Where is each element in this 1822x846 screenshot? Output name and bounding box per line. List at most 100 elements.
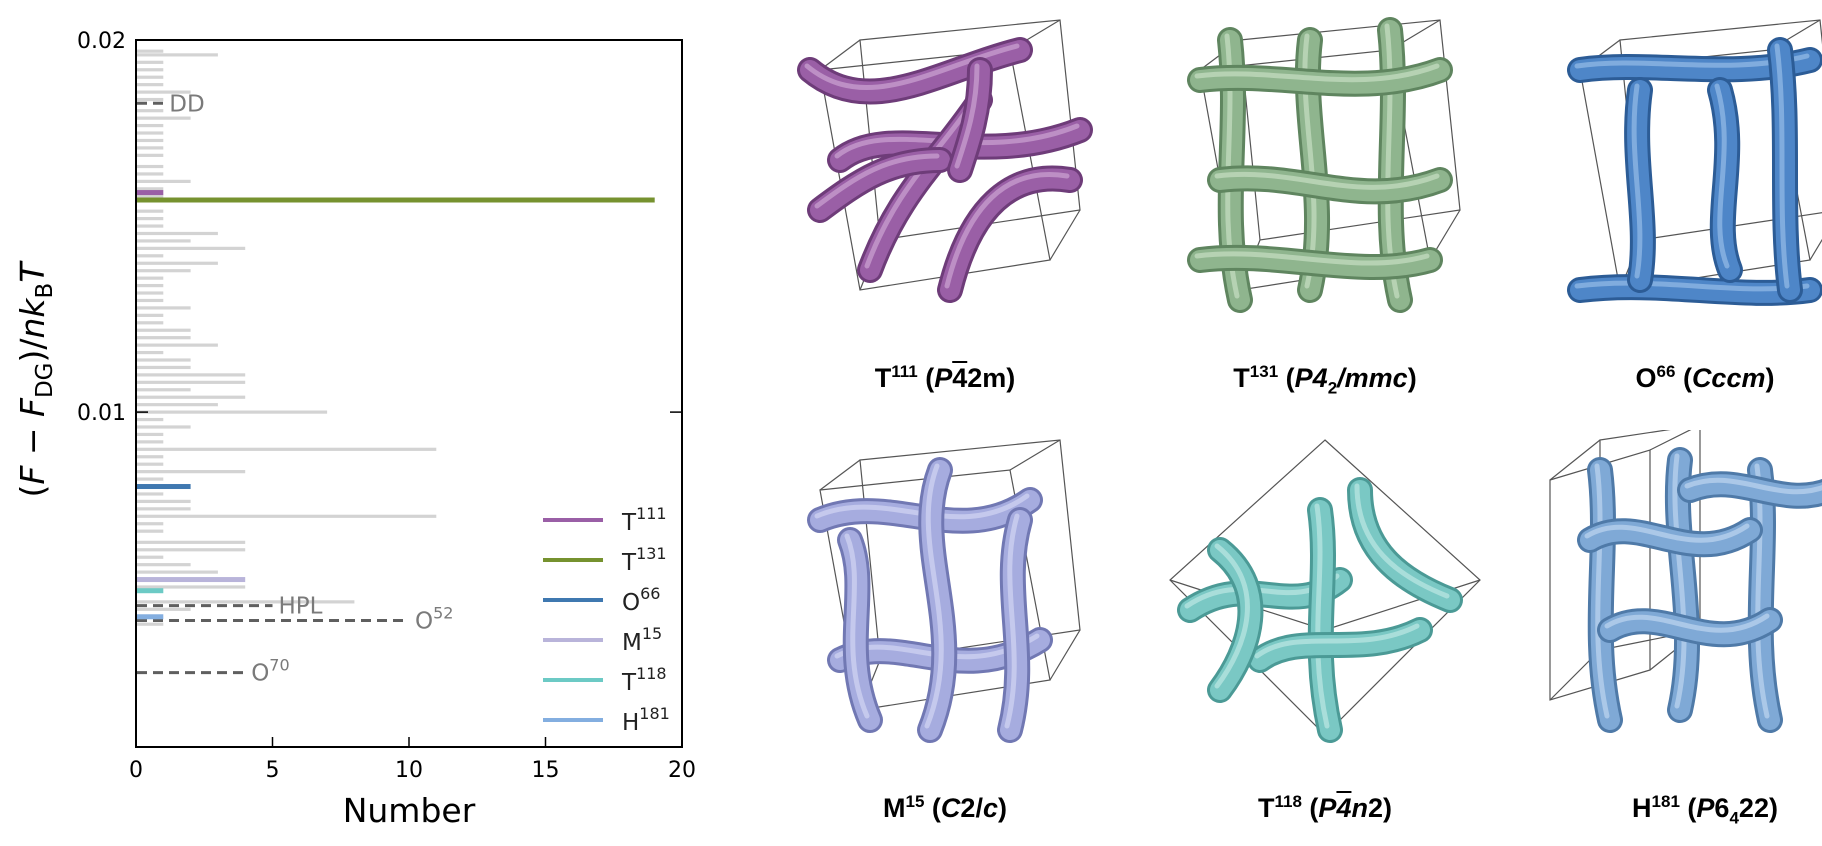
background-bar: [136, 239, 191, 243]
reference-lines: DD HPL O52 O70: [137, 91, 453, 687]
network-strut: [1210, 168, 1450, 202]
background-bars: [136, 49, 437, 626]
background-bar: [136, 529, 164, 533]
background-bar: [136, 470, 246, 474]
x-tick-label: 0: [129, 758, 143, 783]
structure-render-T131: [1187, 17, 1461, 313]
network-strut: [940, 168, 1080, 300]
structure-caption: T118 (P4n2): [1257, 792, 1392, 823]
highlighted-bar: [136, 190, 164, 196]
background-bar: [136, 499, 191, 504]
legend: T111 T131 O66 M15 T118 H181: [543, 504, 670, 736]
network-strut: [1627, 80, 1653, 290]
background-bar: [136, 477, 164, 481]
background-bar: [136, 570, 218, 574]
background-bar: [136, 313, 164, 317]
background-bar: [136, 298, 164, 303]
network-strut-highlight: [954, 63, 980, 169]
highlighted-bar: [136, 577, 246, 583]
background-bar: [136, 116, 191, 120]
network-strut-highlight: [1214, 543, 1250, 689]
structure-render-T111: [797, 19, 1093, 303]
reference-line-label: O70: [251, 656, 289, 687]
background-bar: [136, 321, 164, 325]
network-strut-highlight: [1004, 513, 1020, 729]
background-bar: [136, 455, 164, 459]
background-bar: [136, 269, 191, 273]
legend-entry: T131: [621, 544, 667, 576]
structure-caption: T131 (P42/mmc): [1233, 362, 1417, 398]
network-surface: [1187, 17, 1453, 313]
structure-caption: T111 (P42m): [874, 362, 1016, 393]
background-bar: [136, 187, 164, 191]
background-bar: [136, 172, 164, 176]
background-bar: [136, 90, 191, 94]
background-bar: [136, 261, 218, 265]
background-bar: [136, 343, 218, 347]
x-tick-label: 5: [266, 758, 280, 783]
background-bar: [136, 146, 164, 150]
background-bar: [136, 276, 164, 280]
bar-chart: DD HPL O52 O70 0 5 10 15 20 0.01 0.02 T111 T131 O66…: [13, 29, 696, 830]
unit-cell-box: [819, 19, 1081, 291]
background-bar: [136, 224, 164, 228]
x-tick-label: 10: [395, 758, 423, 783]
network-strut-highlight: [1684, 477, 1822, 495]
background-bar: [136, 179, 191, 183]
network-strut: [1250, 620, 1430, 670]
background-bar: [136, 109, 164, 113]
network-strut-highlight: [1584, 523, 1750, 543]
axis-ticks: 0 5 10 15 20 0.01 0.02: [77, 29, 696, 783]
background-bar: [136, 507, 191, 511]
background-bar: [136, 60, 164, 64]
network-strut-highlight: [1314, 503, 1330, 729]
network-strut-highlight: [844, 533, 870, 719]
background-bar: [136, 153, 164, 157]
highlighted-bar: [136, 614, 164, 620]
network-strut: [1680, 474, 1822, 506]
background-bar: [136, 417, 164, 422]
structure-render-H181: [1549, 430, 1822, 733]
network-strut-highlight: [814, 153, 940, 209]
background-bar: [136, 410, 328, 414]
y-axis-title: (F − FDG)/nkBT: [13, 260, 58, 498]
background-bar: [136, 548, 246, 552]
highlighted-bar: [136, 484, 191, 490]
x-axis-title: Number: [343, 791, 476, 830]
highlighted-bar: [136, 588, 164, 594]
background-bar: [136, 254, 164, 258]
structure-caption: M15 (C2/c): [883, 792, 1007, 823]
background-bar: [136, 246, 246, 250]
background-bar: [136, 83, 164, 87]
background-bar: [136, 217, 164, 221]
background-bar: [136, 138, 164, 143]
background-bar: [136, 447, 437, 451]
structure-caption: O66 (Cccm): [1635, 362, 1775, 393]
network-strut-highlight: [1354, 483, 1450, 599]
background-bar: [136, 365, 191, 370]
background-bar: [136, 68, 164, 72]
structure-panel-T131: T131 (P42/mmc): [1160, 10, 1490, 410]
network-strut: [1190, 247, 1440, 278]
background-bar: [136, 194, 164, 198]
structure-panel-O66: O66 (Cccm): [1540, 10, 1822, 410]
background-bar: [136, 291, 164, 295]
network-strut: [1000, 510, 1030, 740]
network-surface: [1177, 477, 1463, 743]
background-bar: [136, 209, 164, 213]
network-strut-highlight: [1194, 251, 1430, 266]
network-surface: [807, 457, 1053, 743]
network-strut-highlight: [1254, 623, 1420, 659]
structure-render-M15: [807, 439, 1081, 743]
structure-panel-M15: M15 (C2/c): [780, 430, 1110, 830]
legend-entry: T118: [621, 664, 667, 696]
network-strut-highlight: [1631, 83, 1643, 279]
network-strut-highlight: [1714, 83, 1730, 269]
network-strut: [1600, 610, 1780, 645]
background-bar: [136, 432, 164, 437]
network-strut-highlight: [924, 463, 944, 729]
structure-panel-H181: H181 (P6422): [1540, 430, 1822, 830]
background-bar: [136, 522, 164, 526]
structure-render-T118: [1169, 439, 1481, 743]
background-bar: [136, 540, 246, 544]
